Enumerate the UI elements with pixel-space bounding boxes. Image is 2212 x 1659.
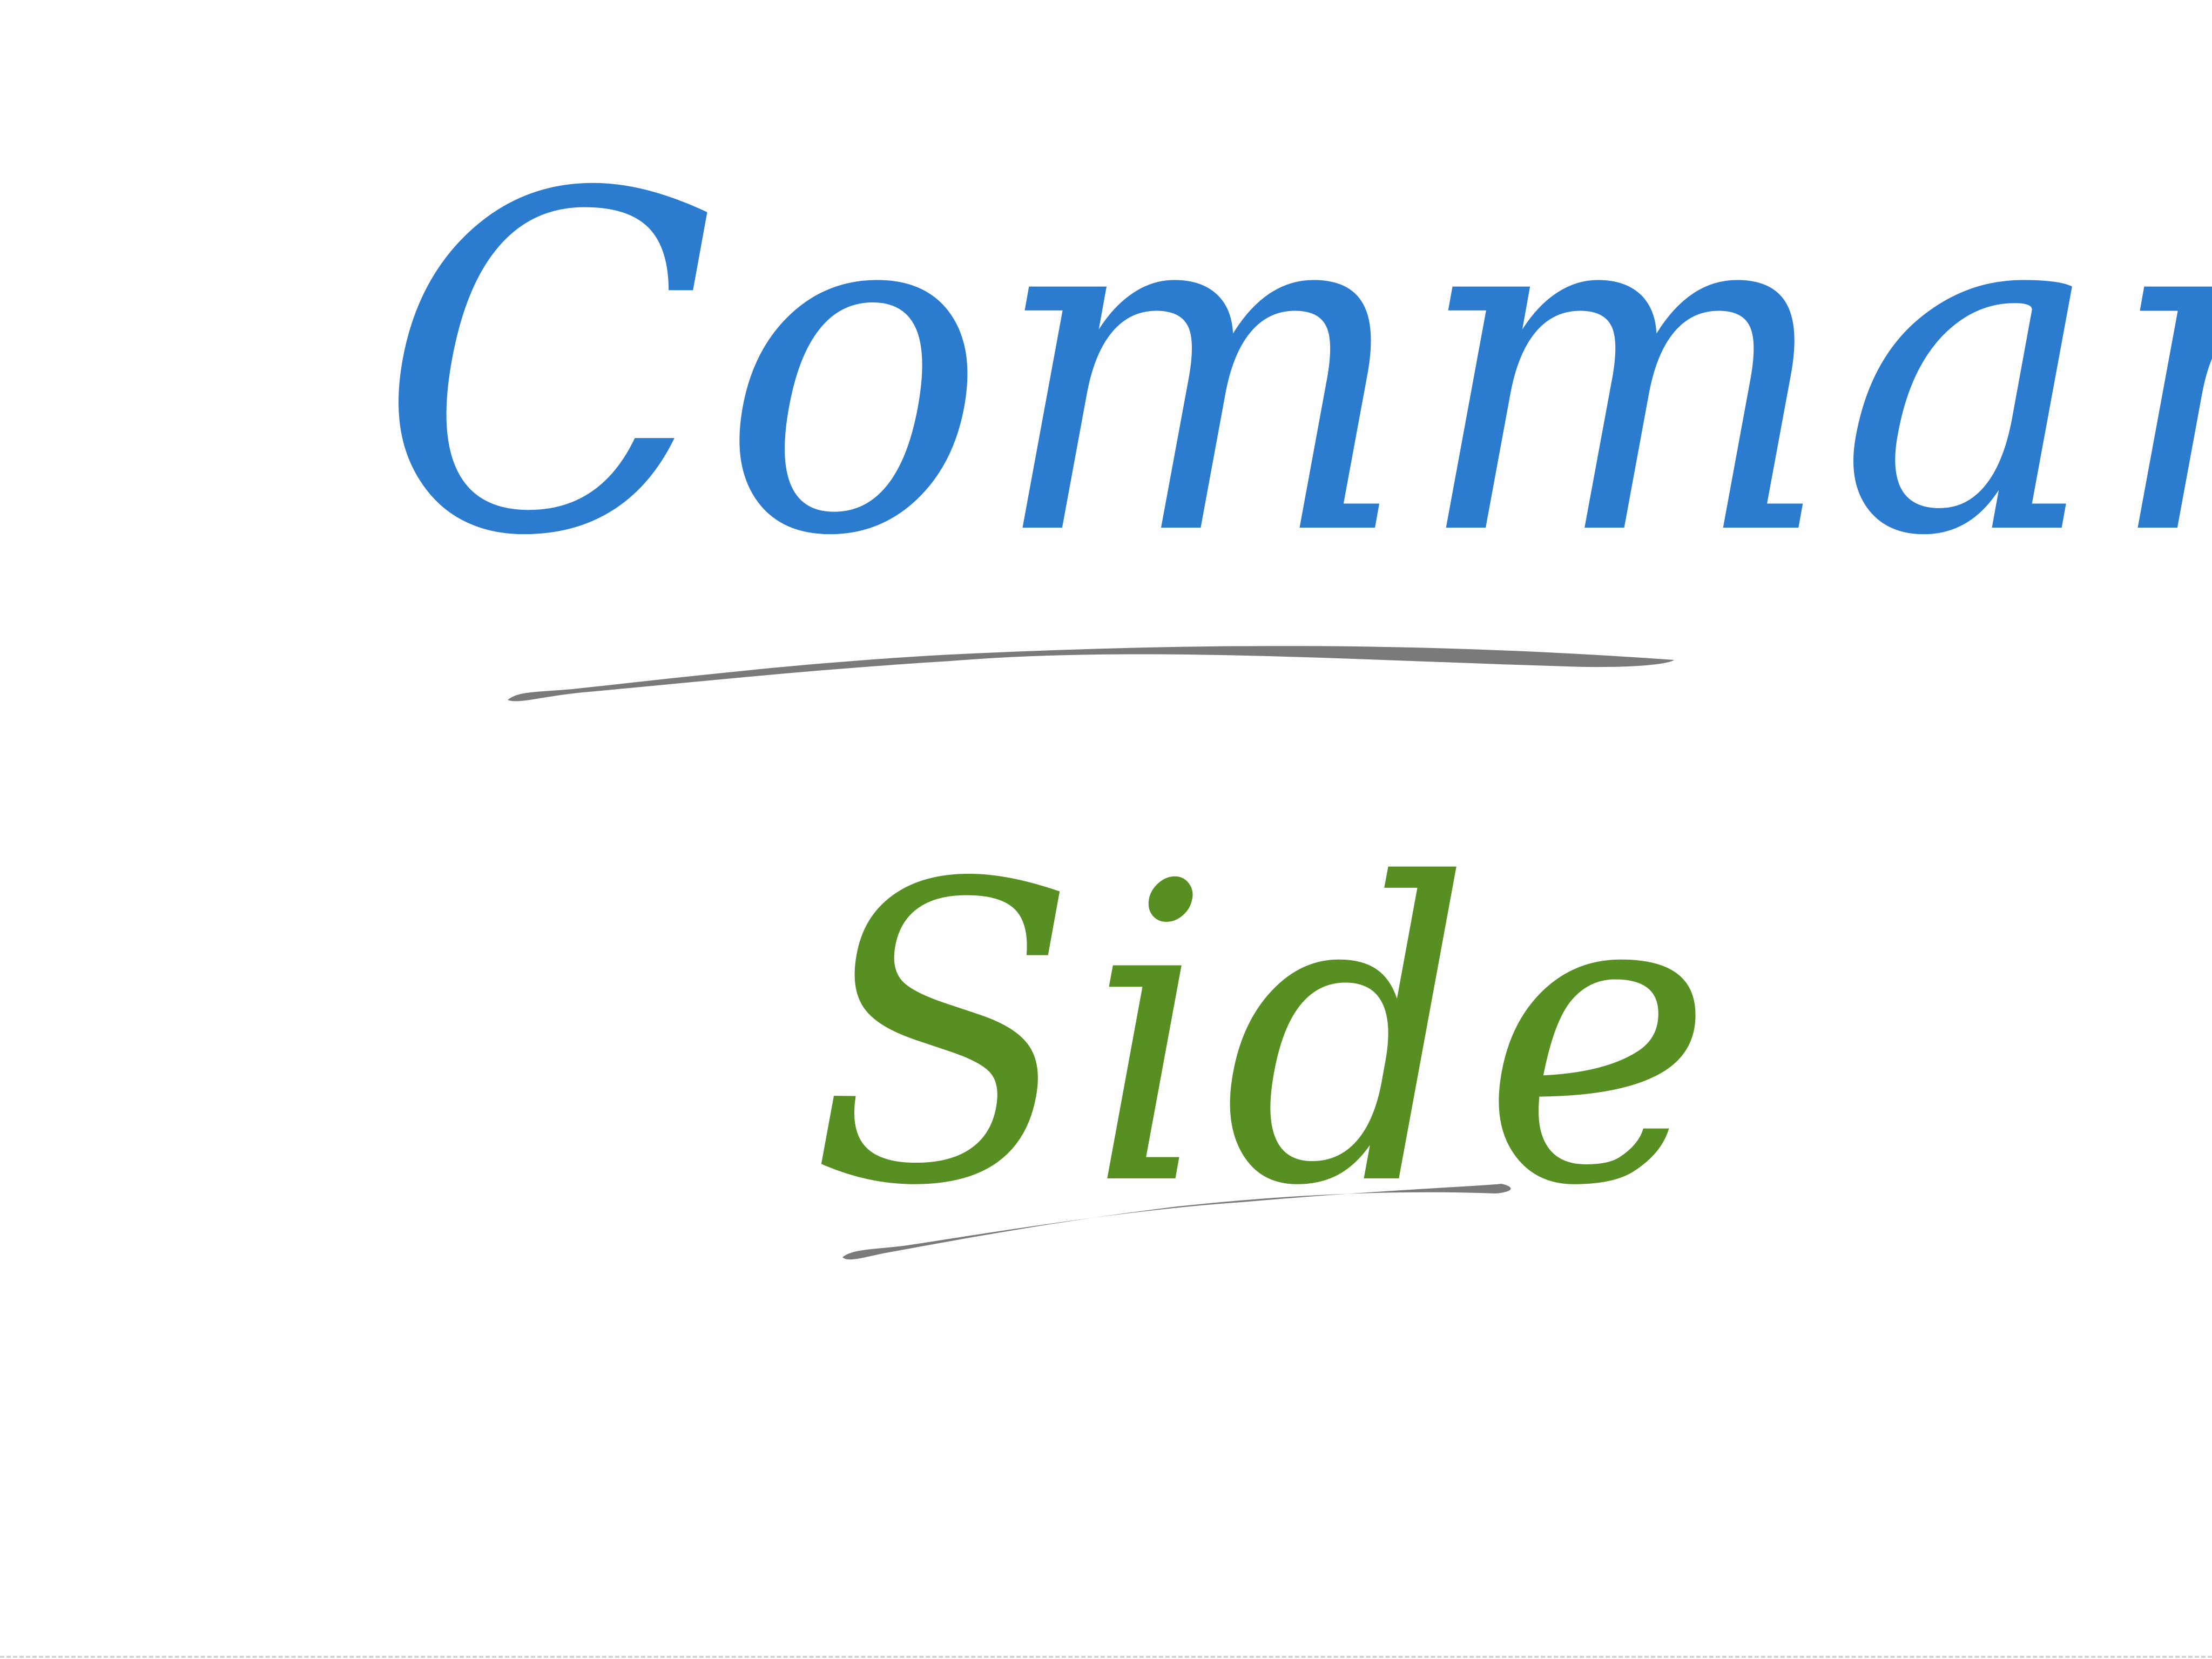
command-word: Command (378, 97, 2212, 637)
page-bottom-edge (0, 1656, 2212, 1658)
side-underline-stroke (842, 1184, 1511, 1260)
side-word: Side (810, 798, 1723, 1276)
command-underline-stroke (508, 646, 1674, 702)
